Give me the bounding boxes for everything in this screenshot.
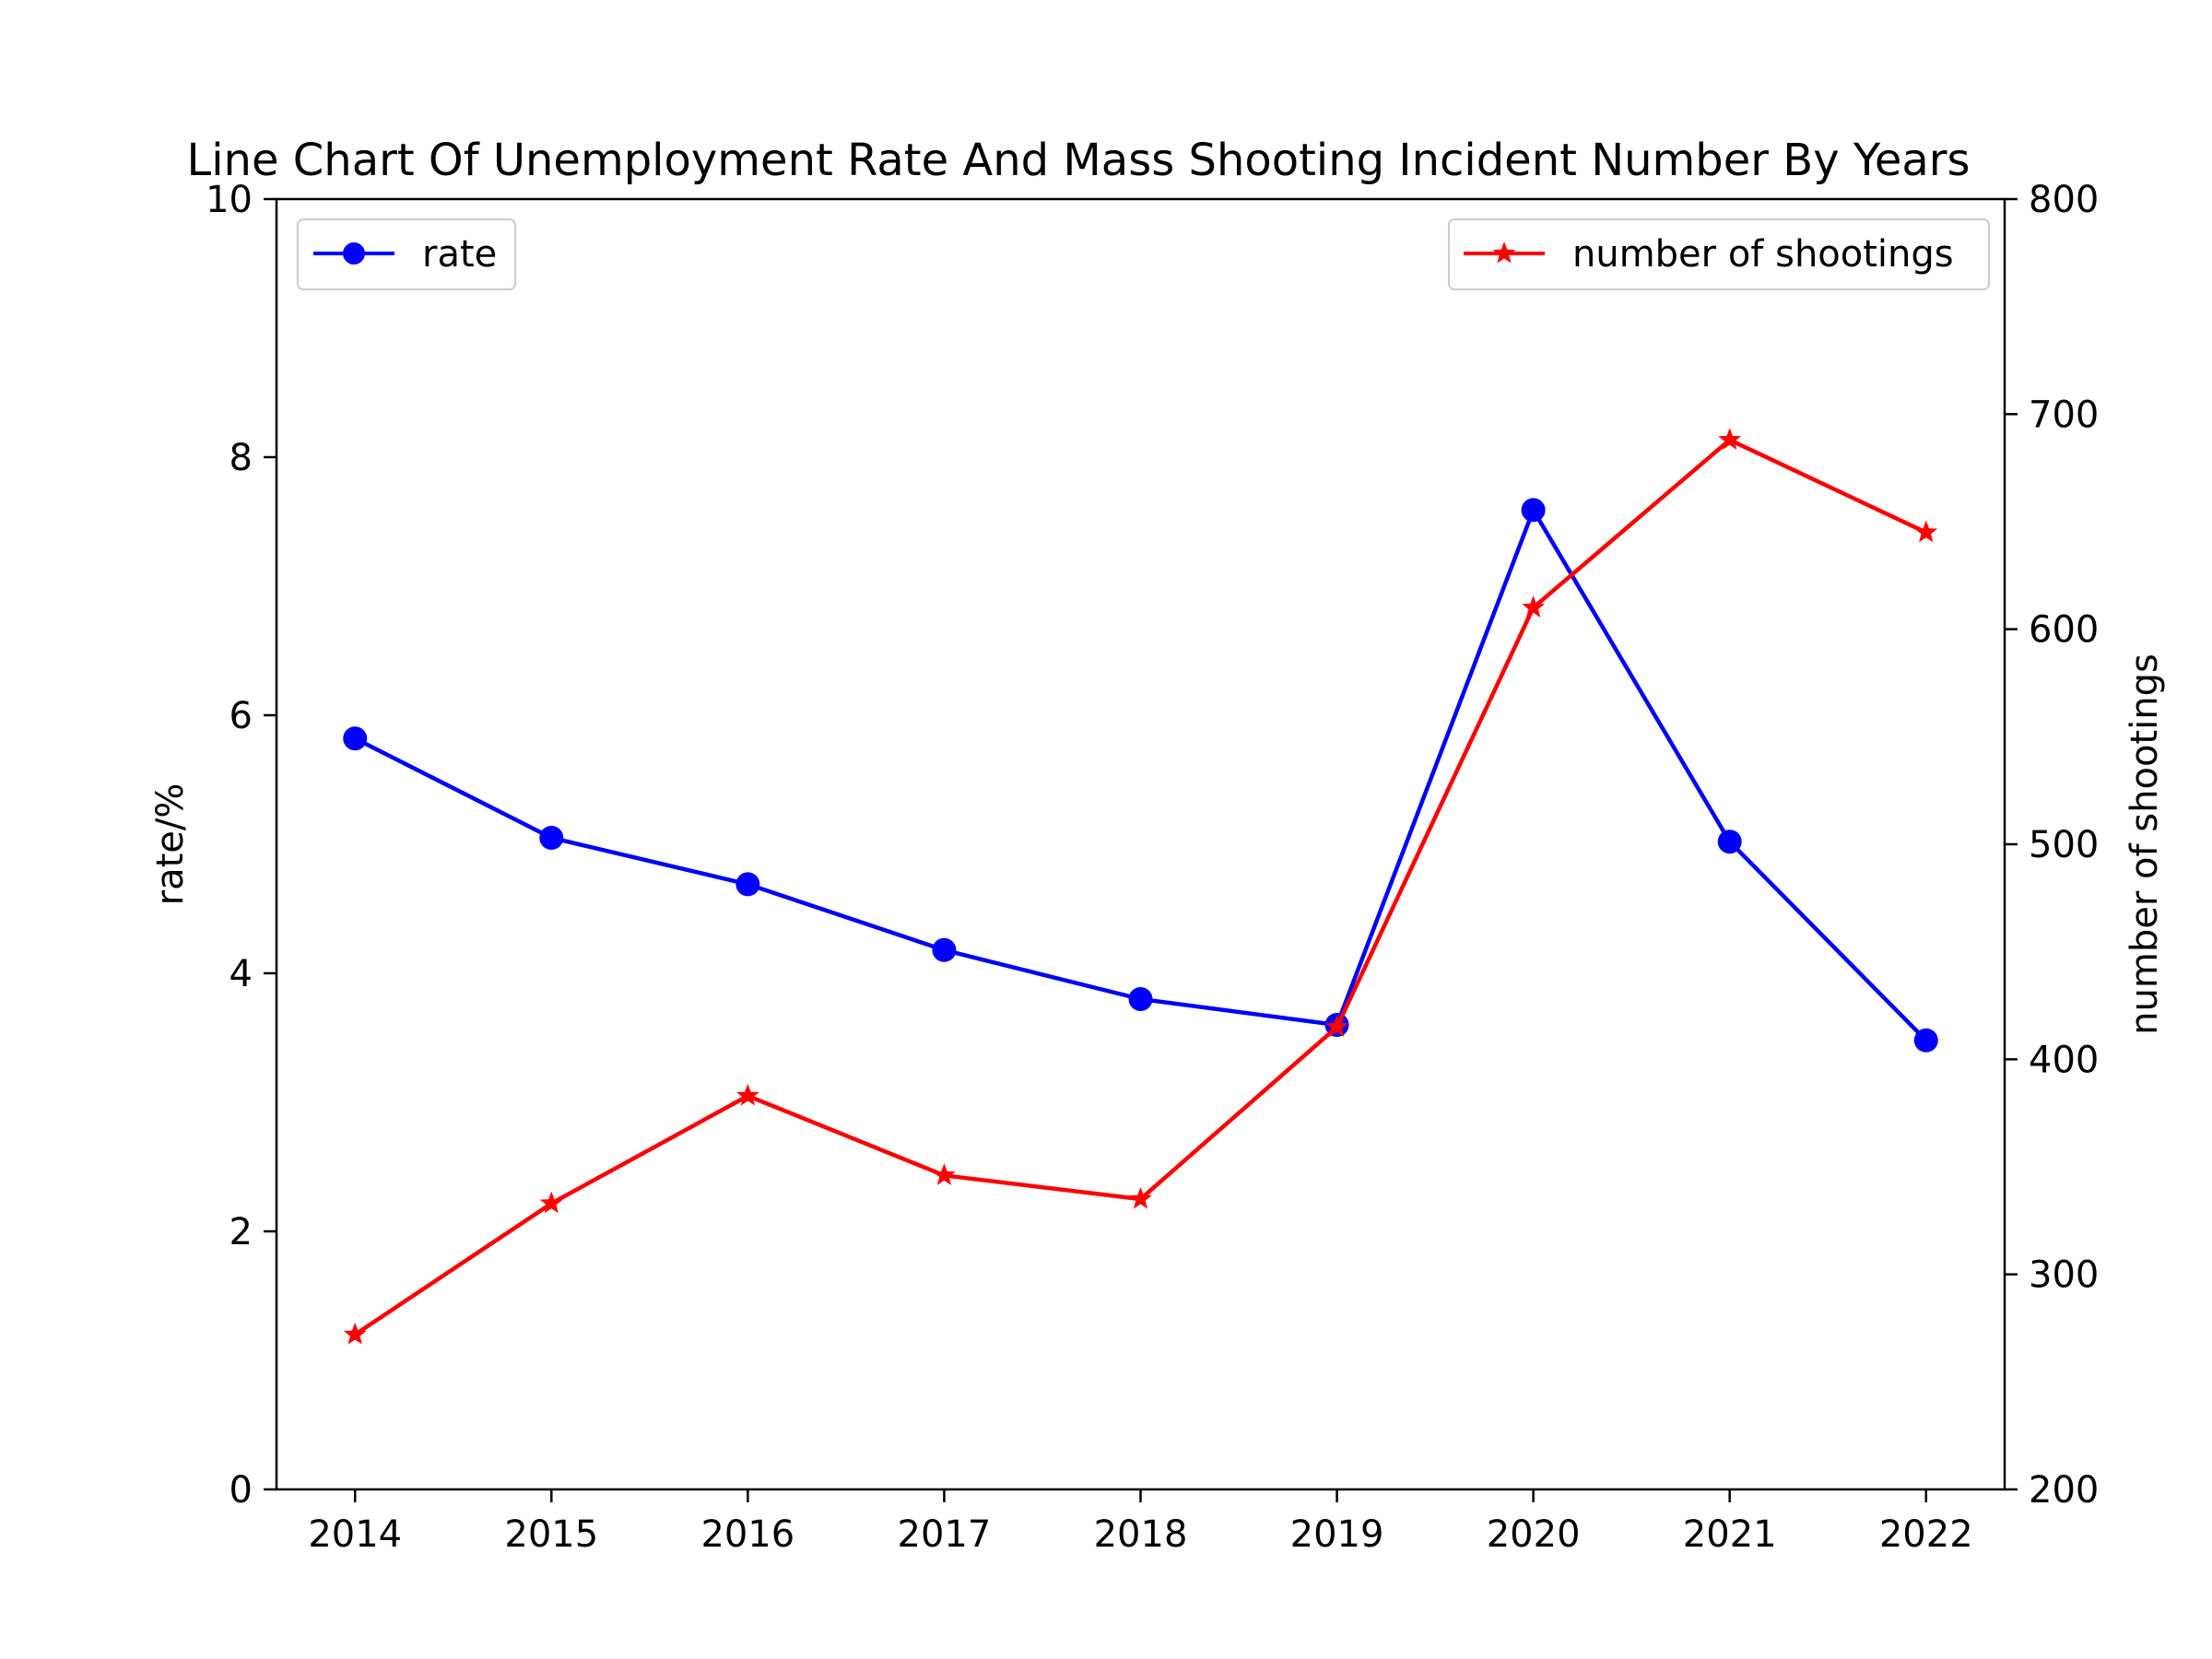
y-right-tick-label: 700 [2029,394,2099,436]
series-layer [343,428,1938,1345]
y-left-tick-label: 2 [229,1211,253,1253]
data-point [343,726,368,751]
y-axis-left-label: rate/% [149,783,192,906]
legend-shootings-marker [1492,241,1516,264]
legend-shootings-label: number of shootings [1572,233,1954,276]
data-point [1128,987,1153,1011]
x-axis: 2014 2015 2016 2017 2018 2019 2020 2021 2022 [308,1489,1973,1556]
x-tick-label: 2018 [1094,1513,1188,1556]
y-left-tick-label: 8 [229,437,253,479]
y-right-tick-label: 600 [2029,609,2099,652]
y-left-tick-label: 4 [229,953,253,995]
data-point [1913,1028,1938,1053]
data-point [1129,1187,1152,1209]
series-number-of-shootings [343,428,1938,1345]
data-point [539,826,564,850]
legend-rate: rate [297,218,516,290]
y-left-tick-label: 6 [229,695,253,737]
data-point [736,1084,759,1106]
y-axis-right-label: number of shootings [2124,653,2166,1035]
data-point [735,872,760,897]
data-point [1521,498,1546,523]
y-right-tick-label: 400 [2029,1039,2099,1081]
x-tick-label: 2020 [1487,1513,1581,1556]
legend-rate-marker [343,242,365,265]
data-point [1717,830,1742,854]
y-axis-right: 200 300 400 500 600 700 800 [2005,179,2099,1512]
data-point [539,1191,563,1214]
data-point [932,937,957,962]
data-point [1325,1015,1348,1037]
chart-title: Line Chart Of Unemployment Rate And Mass… [186,135,1970,186]
x-tick-label: 2022 [1879,1513,1973,1556]
data-point [343,1323,367,1345]
data-point [933,1163,956,1185]
x-tick-label: 2014 [308,1513,402,1556]
legend-rate-label: rate [422,233,497,276]
x-tick-label: 2021 [1683,1513,1777,1556]
data-point [1718,428,1742,450]
y-axis-left: 0 2 4 6 8 10 [206,179,276,1512]
legend-rate-box [297,218,516,290]
legend-number-of-shootings: number of shootings [1448,218,1990,290]
y-left-tick-label: 0 [229,1469,253,1512]
x-tick-label: 2015 [504,1513,598,1556]
y-right-tick-label: 300 [2029,1254,2099,1297]
x-tick-label: 2016 [700,1513,794,1556]
data-point [1914,520,1938,543]
x-tick-label: 2017 [898,1513,992,1556]
data-point [1522,595,1545,618]
y-right-tick-label: 500 [2029,824,2099,866]
x-tick-label: 2019 [1290,1513,1384,1556]
y-left-tick-label: 10 [206,179,253,221]
legend-shootings-box [1448,218,1990,290]
series-rate [343,498,1938,1053]
series-line [354,508,1928,1042]
plot-frame [275,197,2006,1491]
y-right-tick-label: 800 [2029,179,2099,221]
y-right-tick-label: 200 [2029,1469,2099,1512]
